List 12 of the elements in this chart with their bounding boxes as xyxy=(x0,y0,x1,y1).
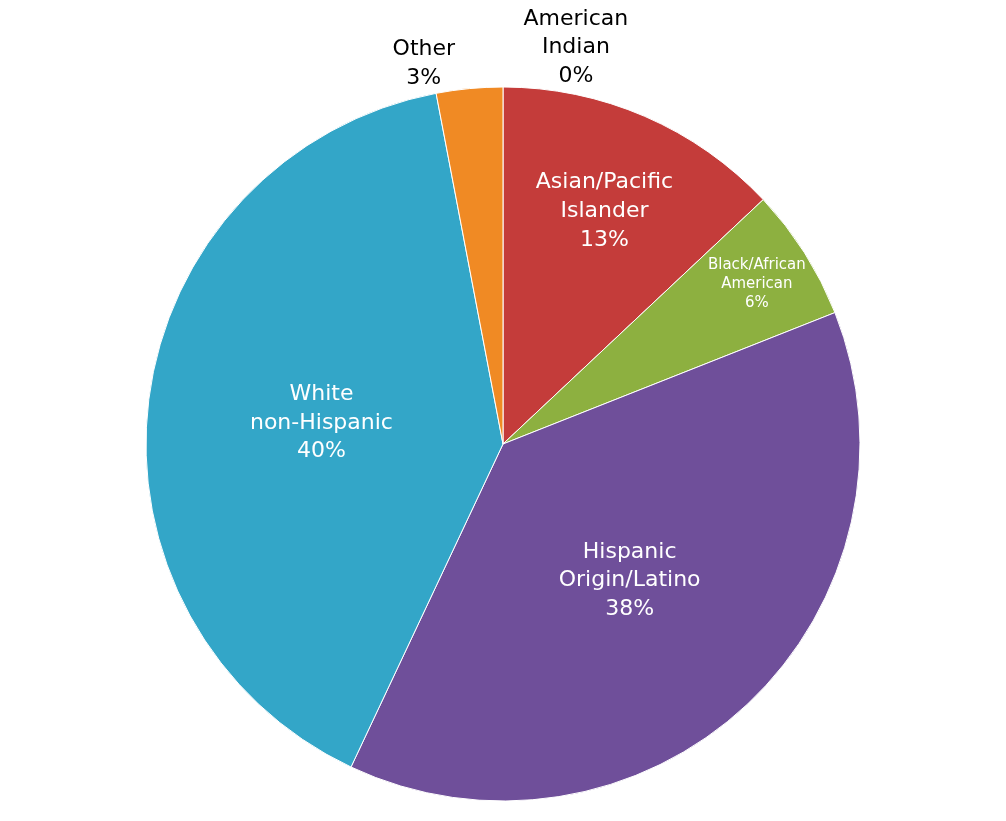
slice-label: White non-Hispanic xyxy=(249,379,393,434)
data-label: 6% xyxy=(744,293,769,312)
slice-label: Other xyxy=(392,35,456,61)
text: 0% xyxy=(558,62,594,87)
data-label: 13% xyxy=(580,225,629,251)
slice-label: Asian/Pacific Islander xyxy=(535,168,674,222)
data-label: 3% xyxy=(406,63,442,89)
data-label: 40% xyxy=(297,437,346,463)
data-label: 38% xyxy=(605,594,655,620)
slice-label: Black/African American xyxy=(707,254,806,292)
category-label: American Indian xyxy=(523,4,629,59)
slice-label: Hispanic Origin/Latino xyxy=(558,537,701,592)
